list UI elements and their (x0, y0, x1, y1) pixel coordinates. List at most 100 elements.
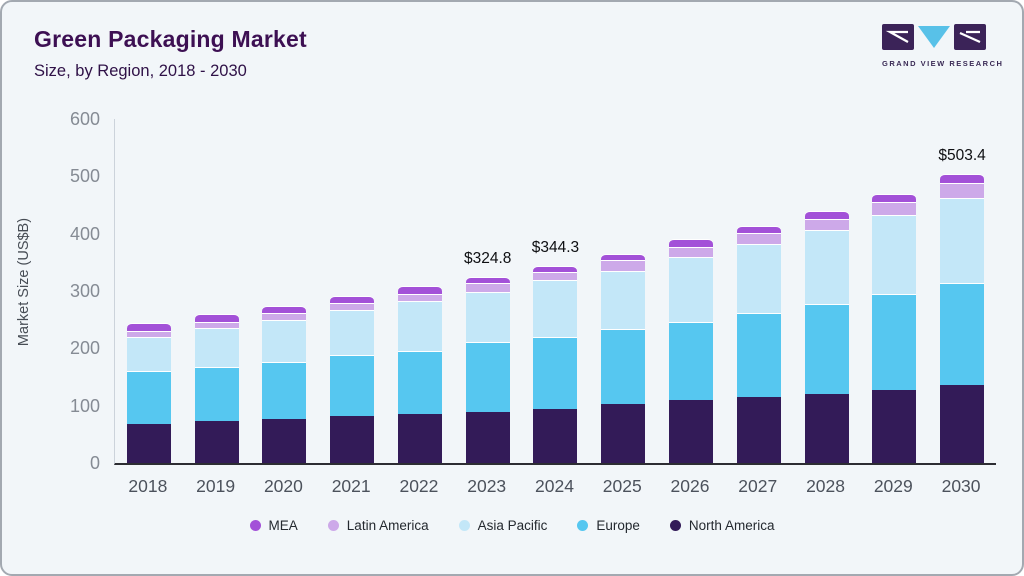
bar-stack-2022 (397, 285, 442, 463)
bar-segment-north-america (736, 396, 781, 463)
x-tick-label: 2029 (873, 476, 913, 496)
bar-group-2018 (115, 119, 183, 463)
bar-segment-north-america (126, 424, 171, 463)
bar-segment-mea (940, 174, 985, 183)
bar-segment-mea (533, 265, 578, 273)
gvr-logo-mark (882, 24, 986, 50)
bar-segment-asia-pacific (940, 197, 985, 284)
x-tick-label: 2026 (670, 476, 710, 496)
bar-segment-mea (194, 314, 239, 322)
bar-segment-latin-america (804, 218, 849, 231)
chart-header: Green Packaging Market Size, by Region, … (34, 26, 307, 81)
x-tick-label: 2022 (399, 476, 439, 496)
bar-segment-europe (397, 350, 442, 414)
bar-segment-latin-america (397, 293, 442, 302)
legend-item-europe: Europe (577, 518, 640, 533)
bar-segment-north-america (533, 408, 578, 463)
bar-group-2023: $324.8 (454, 119, 522, 463)
x-tick-label: 2030 (941, 476, 981, 496)
y-tick-label: 600 (69, 109, 100, 129)
x-tick-label: 2020 (263, 476, 303, 496)
x-tick-label: 2028 (806, 476, 845, 496)
bar-segment-mea (330, 295, 375, 304)
bar-group-2027 (725, 119, 793, 463)
bar-segment-europe (669, 321, 713, 400)
legend-item-asia-pacific: Asia Pacific (458, 518, 548, 533)
bar-value-label: $344.3 (531, 238, 580, 256)
bar-segment-latin-america (872, 202, 917, 216)
bar-group-2024: $344.3 (522, 119, 590, 463)
legend: MEA Latin America Asia Pacific Europe North … (2, 518, 1022, 533)
y-tick-label: 500 (69, 166, 100, 187)
bar-group-2022 (386, 119, 454, 463)
bar-group-2025 (589, 119, 657, 463)
legend-dot-north-america-icon (669, 520, 681, 531)
bar-segment-latin-america (126, 330, 171, 337)
y-tick-label: 0 (89, 453, 100, 473)
bar-segment-north-america (330, 416, 375, 463)
bar-segment-europe (601, 328, 646, 404)
bar-segment-europe (736, 313, 781, 397)
bar-group-2019 (183, 119, 251, 463)
y-tick-label: 200 (69, 338, 100, 359)
bar-segment-north-america (804, 393, 849, 463)
bar-stack-2024 (533, 265, 578, 463)
x-axis-labels: 2018 2019 2020 2021 2022 2023 2024 2025 2026 2027… (114, 476, 995, 497)
bar-segment-north-america (397, 413, 442, 463)
bar-segment-north-america (194, 421, 239, 463)
bar-segment-europe (126, 371, 171, 425)
bar-segment-europe (804, 304, 849, 394)
x-tick-label: 2024 (535, 476, 574, 496)
bar-stack-2027 (736, 225, 781, 463)
bar-stack-2019 (194, 314, 239, 463)
bar-segment-latin-america (669, 246, 713, 258)
bar-segment-europe (330, 355, 375, 416)
gvr-logo: GRAND VIEW RESEARCH (882, 24, 1004, 68)
bar-segment-asia-pacific (533, 280, 578, 337)
bar-segment-latin-america (194, 322, 239, 329)
legend-item-north-america: North America (669, 518, 774, 533)
bar-segment-mea (126, 323, 171, 331)
legend-label: MEA (268, 518, 298, 533)
bar-group-2026 (657, 119, 725, 463)
bar-stack-2029 (872, 194, 917, 463)
bar-segment-mea (872, 194, 917, 203)
bar-stack-2030 (940, 174, 985, 463)
x-tick-label: 2021 (331, 476, 371, 496)
legend-item-latin-america: Latin America (327, 518, 429, 533)
chart-subtitle: Size, by Region, 2018 - 2030 (34, 62, 247, 80)
bar-group-2021 (318, 119, 386, 463)
bar-value-label: $324.8 (463, 249, 512, 267)
bar-segment-north-america (465, 411, 510, 463)
x-tick-label: 2027 (738, 476, 778, 496)
bar-segment-north-america (872, 390, 917, 463)
bar-group-2030: $503.4 (928, 119, 996, 463)
bar-segment-asia-pacific (194, 328, 239, 367)
bar-segment-mea (601, 254, 646, 261)
bar-stack-2025 (601, 254, 646, 463)
bar-stack-2020 (262, 305, 307, 463)
bar-segment-latin-america (533, 272, 578, 281)
bar-segment-mea (669, 239, 713, 247)
gvr-logo-text: GRAND VIEW RESEARCH (882, 59, 1004, 68)
legend-item-mea: MEA (249, 518, 298, 533)
legend-label: Asia Pacific (477, 518, 548, 533)
bar-segment-asia-pacific (330, 310, 375, 356)
bar-segment-asia-pacific (601, 270, 646, 329)
bar-segment-europe (940, 283, 985, 386)
bar-segment-asia-pacific (465, 291, 510, 343)
bar-group-2028 (793, 119, 861, 463)
legend-label: Latin America (346, 518, 429, 533)
x-tick-label: 2023 (467, 476, 507, 496)
bar-segment-latin-america (736, 232, 781, 245)
bar-segment-north-america (669, 399, 713, 463)
bar-segment-asia-pacific (126, 336, 171, 372)
y-tick-label: 400 (69, 223, 100, 244)
bar-segment-latin-america (262, 312, 307, 320)
legend-dot-asia-pacific-icon (458, 520, 470, 531)
y-tick-label: 300 (69, 281, 100, 301)
bar-segment-mea (262, 305, 307, 313)
bar-segment-europe (872, 294, 917, 391)
bar-segment-north-america (940, 385, 985, 463)
